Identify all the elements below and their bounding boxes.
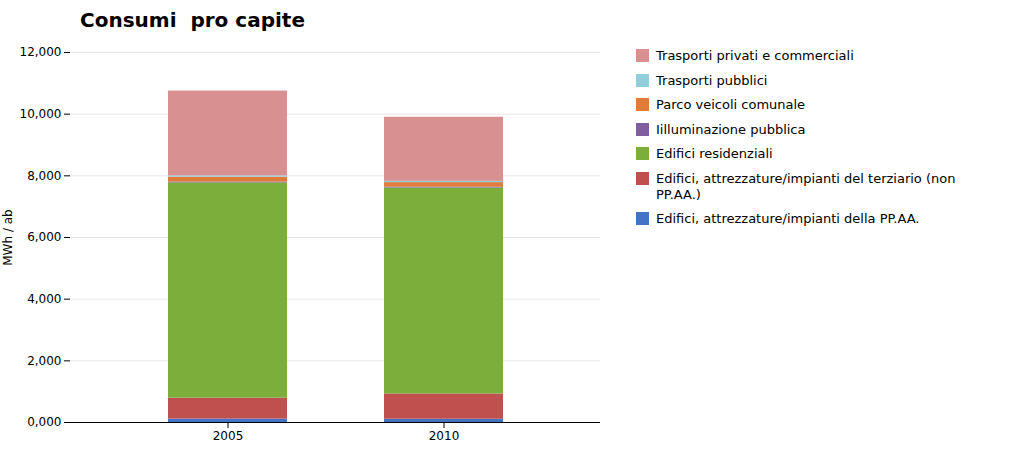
html-text:Parco veicoli comunale: Parco veicoli comunale (656, 97, 806, 113)
svg-text:MWh / ab: MWh / ab (1, 209, 15, 265)
svg-text:4,000: 4,000 (27, 292, 61, 306)
html-text:Consumi pro capite: Consumi pro capite (80, 8, 305, 32)
html-text:Iilluminazione pubblica: Iilluminazione pubblica (656, 121, 806, 137)
html-text:Trasporti privati e commercial: Trasporti privati e commerciali (656, 48, 854, 63)
svg-text:8,000: 8,000 (27, 169, 61, 183)
svg-text:12,000: 12,000 (20, 45, 62, 59)
html-text:Edifici, attrezzature/impianti: Edifici, attrezzature/impianti della PP.… (656, 211, 920, 227)
svg-text:0,000: 0,000 (27, 415, 61, 429)
svg-text:2010: 2010 (429, 429, 460, 443)
svg-text:2005: 2005 (213, 429, 244, 443)
svg-text:10,000: 10,000 (20, 107, 62, 121)
svg-text:6,000: 6,000 (27, 230, 61, 244)
html-text:Trasporti pubblici: Trasporti pubblici (656, 72, 768, 88)
html-text:Edifici residenziali: Edifici residenziali (656, 146, 773, 162)
svg-text:2,000: 2,000 (27, 354, 61, 368)
html-text:Edifici, attrezzature/impianti: Edifici, attrezzature/impianti del terzi… (656, 171, 956, 202)
